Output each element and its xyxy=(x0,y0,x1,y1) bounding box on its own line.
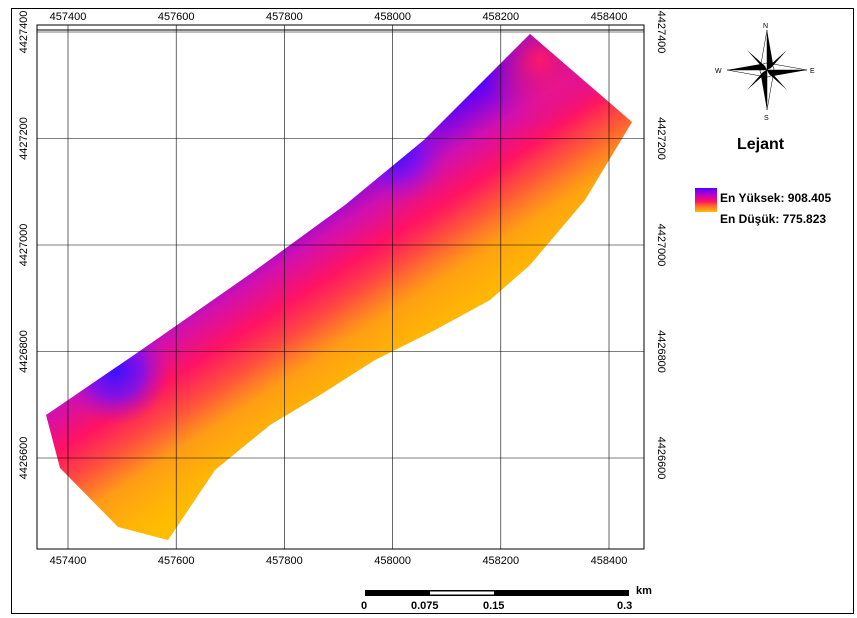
x-tick-bottom-0: 457400 xyxy=(50,555,87,567)
legend-title: Lejant xyxy=(737,136,785,153)
x-tick-top-4: 458200 xyxy=(482,11,519,23)
compass-w: W xyxy=(715,68,722,75)
x-tick-bottom-2: 457800 xyxy=(266,555,303,567)
y-tick-left-1: 4427200 xyxy=(18,117,30,160)
scale-label-0: 0 xyxy=(361,600,368,612)
scale-label-3: 0.3 xyxy=(617,600,633,612)
map-frame xyxy=(11,8,854,614)
scale-bar xyxy=(365,590,629,596)
north-arrow: N S E W xyxy=(715,23,815,122)
x-tick-bottom-5: 458400 xyxy=(591,555,628,567)
coordinate-grid xyxy=(37,25,644,549)
y-tick-right-2: 4427000 xyxy=(655,224,667,267)
y-tick-right-4: 4426600 xyxy=(655,437,667,480)
x-tick-bottom-4: 458200 xyxy=(482,555,519,567)
compass-n: N xyxy=(763,23,768,30)
y-tick-left-0: 4427400 xyxy=(18,11,30,54)
compass-e: E xyxy=(810,68,815,75)
x-tick-top-2: 457800 xyxy=(266,11,303,23)
legend-color-ramp xyxy=(695,188,717,212)
x-tick-top-5: 458400 xyxy=(591,11,628,23)
y-tick-right-1: 4427200 xyxy=(655,117,667,160)
legend-low-label: En Düşük: 775.823 xyxy=(720,212,827,226)
scale-label-1: 0.075 xyxy=(411,600,439,612)
x-tick-bottom-3: 458000 xyxy=(374,555,411,567)
y-tick-right-3: 4426800 xyxy=(655,330,667,373)
x-tick-top-0: 457400 xyxy=(50,11,87,23)
x-tick-top-3: 458000 xyxy=(374,11,411,23)
x-tick-bottom-1: 457600 xyxy=(158,555,195,567)
scale-label-2: 0.15 xyxy=(483,600,505,612)
compass-s: S xyxy=(764,115,769,122)
y-tick-left-2: 4427000 xyxy=(18,224,30,267)
x-tick-top-1: 457600 xyxy=(158,11,195,23)
legend-high-label: En Yüksek: 908.405 xyxy=(720,191,832,205)
scale-unit: km xyxy=(636,585,652,597)
y-tick-right-0: 4427400 xyxy=(655,11,667,54)
y-tick-left-4: 4426600 xyxy=(18,437,30,480)
y-tick-left-3: 4426800 xyxy=(18,330,30,373)
coordinate-tick-labels: 457400 457400 457600 457600 457800 457800 4580… xyxy=(18,11,667,567)
